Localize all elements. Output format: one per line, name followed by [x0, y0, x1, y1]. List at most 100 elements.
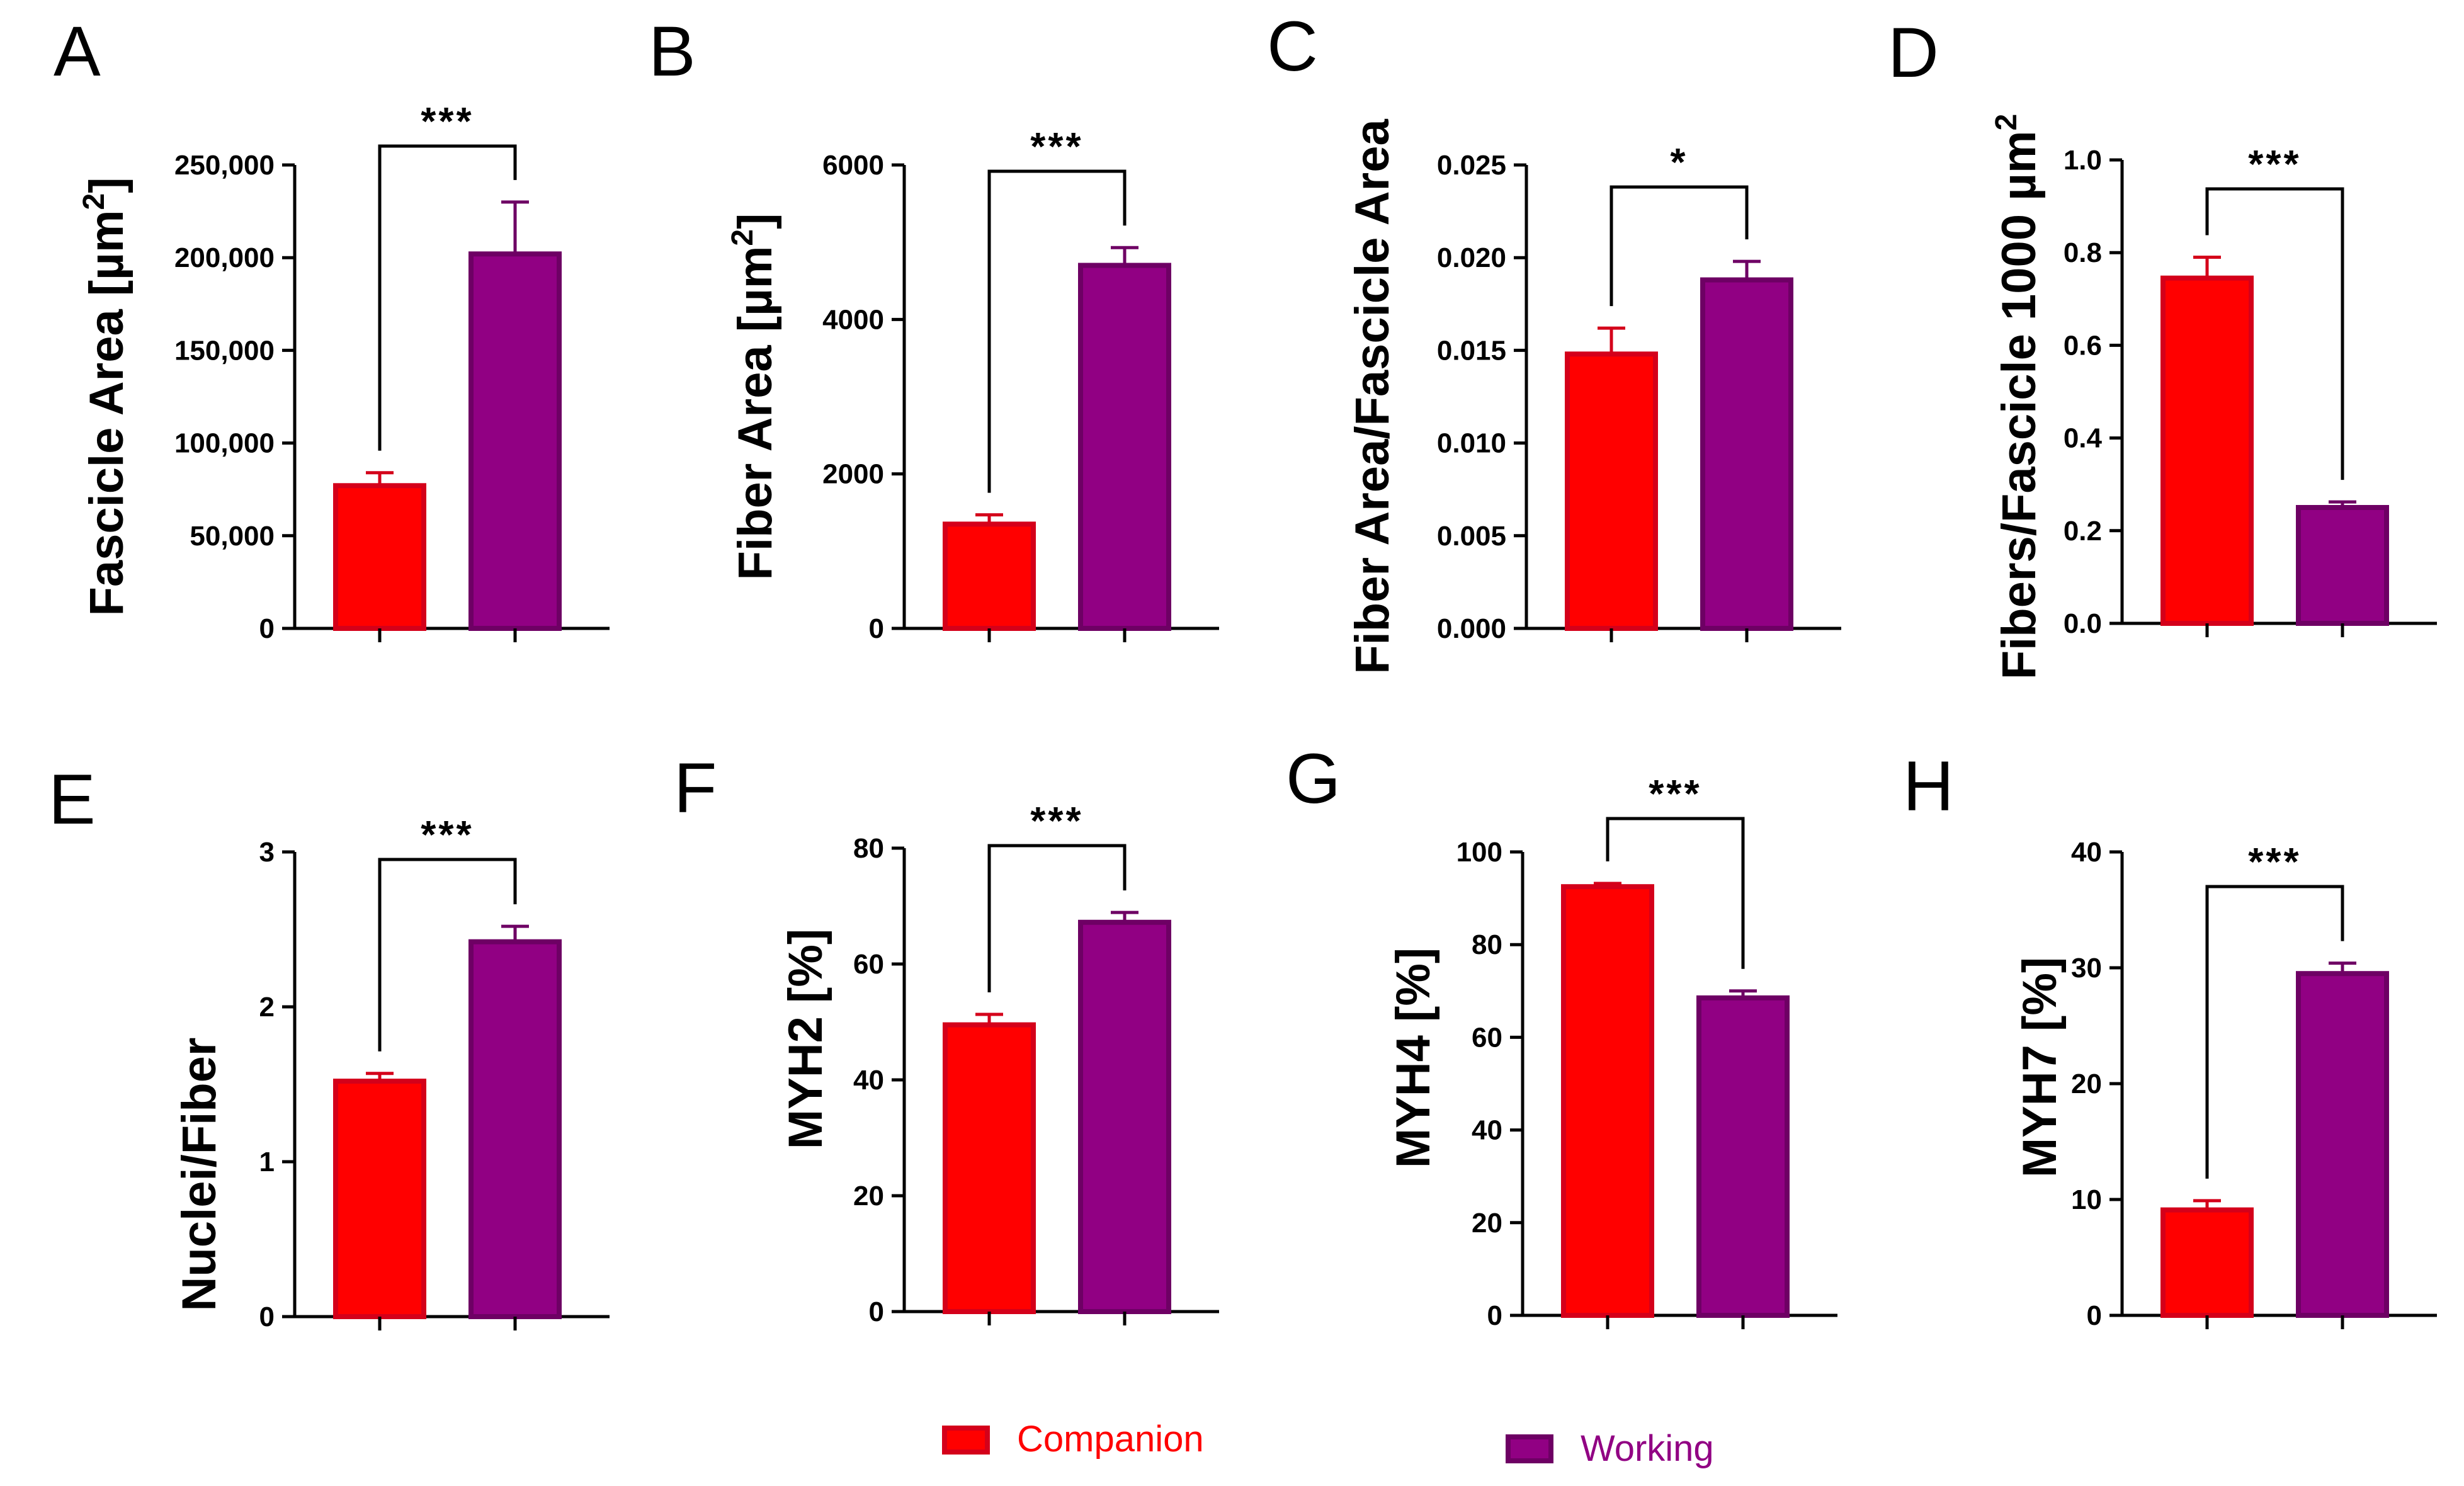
panel-letter-f: F — [674, 749, 717, 827]
chart-panel-c: C Fiber Area/Fascicle Area 0.000 0.005 0.010… — [1267, 7, 1841, 674]
y-tick-label-a: 150,000 — [174, 335, 275, 366]
legend-label-companion: Companion — [1017, 1419, 1204, 1460]
bar-working-g — [1696, 995, 1790, 1318]
y-tick-label-d: 0.6 — [2064, 330, 2102, 361]
significance-label-g: *** — [1649, 773, 1701, 816]
y-tick-label-g: 40 — [1472, 1115, 1502, 1146]
legend: Companion Working — [942, 1419, 1714, 1469]
y-tick-label-b: 4000 — [822, 304, 884, 335]
significance-label-a: *** — [421, 100, 474, 144]
y-tick-label-e: 0 — [259, 1302, 275, 1332]
bar-companion-c — [1565, 351, 1658, 632]
bar-working-b — [1078, 263, 1171, 631]
significance-label-c: * — [1670, 141, 1688, 184]
y-tick-label-g: 0 — [1487, 1300, 1502, 1331]
significance-label-d: *** — [2248, 143, 2301, 186]
y-axis-label-e: Nuclei/Fiber — [173, 1038, 226, 1312]
chart-panel-b: B Fiber Area [µm2] 0 2000 4000 6000 *** — [649, 12, 1219, 644]
bar-working-c — [1700, 277, 1793, 631]
y-tick-label-c: 0.000 — [1437, 613, 1506, 644]
panel-letter-b: B — [649, 12, 696, 91]
panel-letter-c: C — [1267, 7, 1318, 86]
bar-companion-d — [2160, 275, 2254, 626]
significance-bracket-f — [987, 844, 1127, 993]
chart-panel-h: H MYH7 [%] 0 10 20 30 40 *** — [1903, 747, 2437, 1331]
significance-bracket-g — [1606, 817, 1745, 969]
legend-item-companion: Companion — [942, 1419, 1204, 1460]
y-tick-label-d: 0.0 — [2064, 608, 2102, 639]
y-tick-label-e: 3 — [259, 837, 275, 868]
panel-letter-a: A — [54, 12, 101, 91]
significance-bracket-b — [987, 169, 1127, 493]
y-tick-label-b: 6000 — [822, 150, 884, 181]
bar-companion-a — [333, 483, 426, 632]
significance-bracket-e — [378, 858, 517, 1052]
y-tick-label-h: 40 — [2071, 837, 2102, 868]
bar-companion-e — [333, 1079, 426, 1319]
chart-panel-d: D Fibers/Fascicle 1000 µm2 0.0 0.2 0.4 0.6 0.8… — [1888, 13, 2437, 679]
y-tick-label-h: 30 — [2071, 953, 2102, 984]
y-tick-label-c: 0.010 — [1437, 428, 1506, 459]
significance-bracket-d — [2205, 187, 2344, 480]
significance-label-f: *** — [1030, 800, 1083, 843]
panel-letter-h: H — [1903, 747, 1954, 825]
y-tick-label-g: 100 — [1456, 837, 1502, 868]
y-axis-label-a: Fascicle Area [µm2] — [77, 177, 133, 616]
chart-panel-g: G MYH4 [%] 0 20 40 60 80 100 *** — [1286, 739, 1837, 1331]
bar-companion-b — [943, 521, 1036, 632]
y-axis-label-f: MYH2 [%] — [779, 929, 832, 1149]
y-tick-label-d: 0.4 — [2064, 423, 2103, 454]
panel-letter-e: E — [48, 760, 96, 839]
y-tick-label-a: 250,000 — [174, 150, 275, 181]
y-tick-label-e: 2 — [259, 992, 275, 1023]
significance-label-h: *** — [2248, 841, 2301, 884]
y-tick-label-b: 2000 — [822, 459, 884, 490]
y-tick-label-a: 100,000 — [174, 428, 275, 459]
y-tick-label-e: 1 — [259, 1147, 275, 1177]
bar-companion-h — [2160, 1207, 2254, 1319]
y-tick-label-h: 20 — [2071, 1069, 2102, 1099]
y-axis-label-h: MYH7 [%] — [2013, 957, 2067, 1177]
chart-panel-e: E Nuclei/Fiber 0 1 2 3 *** — [48, 760, 610, 1332]
y-tick-label-f: 60 — [853, 949, 884, 980]
y-tick-label-g: 60 — [1472, 1022, 1502, 1053]
legend-item-working: Working — [1506, 1428, 1714, 1469]
y-tick-label-f: 20 — [853, 1181, 884, 1211]
y-tick-label-b: 0 — [869, 613, 884, 644]
chart-panel-a: A Fascicle Area [µm2] 0 50,000 100,000 150,00… — [54, 12, 610, 644]
y-axis-label-g: MYH4 [%] — [1387, 948, 1440, 1168]
panel-letter-d: D — [1888, 13, 1939, 92]
y-axis-label-d: Fibers/Fascicle 1000 µm2 — [1990, 114, 2046, 680]
y-tick-label-d: 0.2 — [2064, 516, 2102, 547]
y-tick-label-a: 200,000 — [174, 242, 275, 273]
y-tick-label-c: 0.005 — [1437, 521, 1506, 552]
bar-companion-g — [1561, 884, 1654, 1318]
y-tick-label-d: 1.0 — [2064, 145, 2102, 176]
significance-label-b: *** — [1030, 125, 1083, 169]
y-tick-label-h: 10 — [2071, 1184, 2102, 1215]
chart-panel-f: F MYH2 [%] 0 20 40 60 80 *** — [674, 749, 1219, 1327]
y-tick-label-d: 0.8 — [2064, 237, 2102, 268]
y-tick-label-a: 0 — [259, 613, 275, 644]
y-tick-label-a: 50,000 — [190, 521, 275, 552]
legend-swatch-working — [1506, 1434, 1553, 1463]
y-tick-label-g: 20 — [1472, 1208, 1502, 1239]
bar-working-h — [2296, 971, 2389, 1318]
legend-swatch-companion — [942, 1426, 990, 1455]
y-tick-label-h: 0 — [2087, 1300, 2102, 1331]
y-tick-label-c: 0.025 — [1437, 150, 1506, 181]
y-tick-label-c: 0.015 — [1437, 335, 1506, 366]
panel-letter-g: G — [1286, 739, 1341, 818]
bar-working-e — [468, 939, 562, 1320]
y-tick-label-c: 0.020 — [1437, 242, 1506, 273]
bar-working-f — [1078, 919, 1171, 1314]
y-axis-label-b: Fiber Area [µm2] — [726, 213, 782, 581]
bar-working-d — [2296, 505, 2389, 626]
y-tick-label-f: 0 — [869, 1296, 884, 1327]
chart-panels: A Fascicle Area [µm2] 0 50,000 100,000 150,00… — [48, 7, 2437, 1332]
bar-companion-f — [943, 1022, 1036, 1314]
legend-label-working: Working — [1581, 1428, 1714, 1469]
significance-bracket-a — [378, 144, 517, 451]
significance-label-e: *** — [421, 814, 474, 857]
